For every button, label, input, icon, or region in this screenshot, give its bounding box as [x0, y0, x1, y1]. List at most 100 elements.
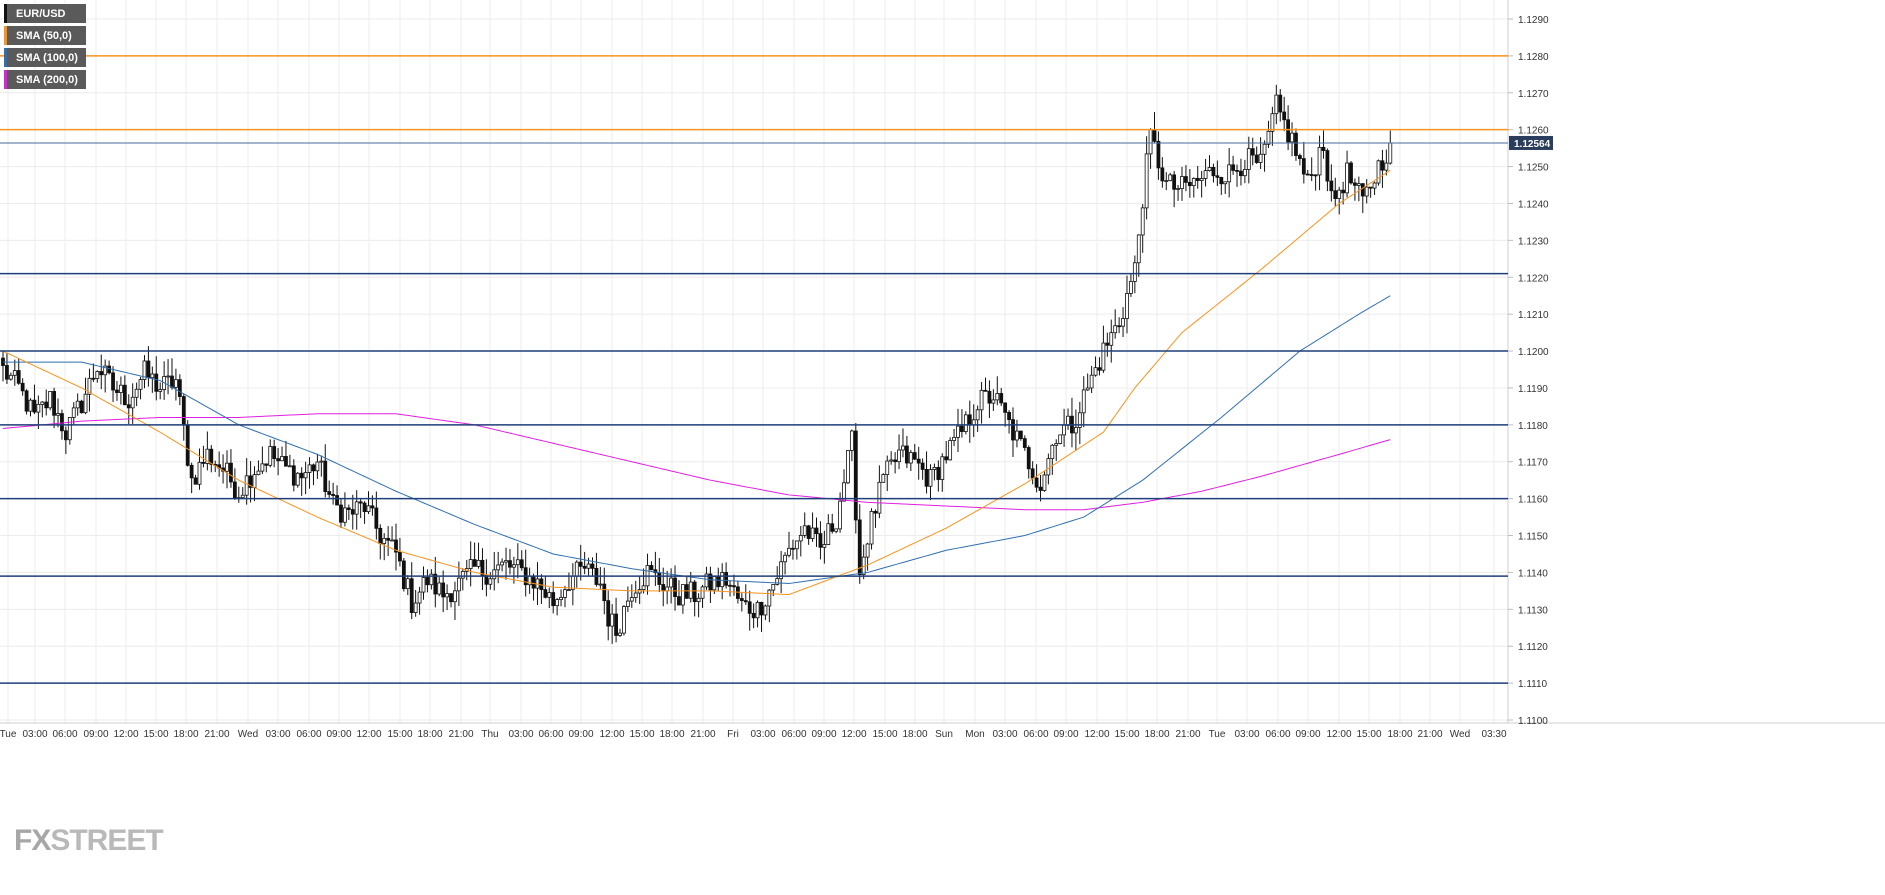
- candle: [1372, 181, 1377, 195]
- candle-body-down: [508, 560, 512, 568]
- candle-body-up: [488, 578, 493, 585]
- legend-sma-50[interactable]: SMA (50,0): [4, 26, 86, 45]
- x-tick-label: 03:00: [750, 729, 775, 740]
- candle-body-down: [814, 527, 819, 535]
- candle: [720, 563, 725, 600]
- candle: [1007, 410, 1011, 434]
- legend-sma-200[interactable]: SMA (200,0): [4, 70, 86, 89]
- legend-eurusd[interactable]: EUR/USD: [4, 4, 86, 23]
- candle: [504, 547, 508, 580]
- candle-body-down: [24, 390, 29, 412]
- candle: [704, 566, 709, 590]
- candle: [40, 401, 45, 418]
- y-tick-label: 1.1290: [1518, 15, 1549, 26]
- candle-body-down: [543, 589, 548, 598]
- candle: [1109, 319, 1114, 363]
- candle-body-up: [787, 547, 791, 556]
- candle-body-up: [504, 560, 508, 563]
- candle-body-up: [555, 599, 560, 607]
- y-tick-label: 1.1210: [1518, 310, 1549, 321]
- candle: [1274, 84, 1279, 125]
- candle-body-down: [944, 456, 949, 461]
- candle-body-up: [12, 370, 17, 376]
- candle-body-up: [476, 559, 481, 567]
- candle: [991, 389, 996, 411]
- candle-body-down: [323, 460, 328, 492]
- candle: [1321, 130, 1326, 159]
- candle-body-down: [232, 481, 237, 499]
- candle-body-down: [924, 469, 929, 487]
- candle-body-down: [107, 365, 112, 374]
- candle: [1246, 136, 1251, 184]
- candle: [1184, 165, 1188, 192]
- candle: [512, 556, 516, 584]
- candle: [834, 528, 839, 534]
- candle-body-up: [1180, 176, 1184, 189]
- candle: [5, 353, 9, 385]
- legend-label-sma-200: SMA (200,0): [16, 73, 78, 86]
- candle-body-down: [401, 560, 406, 590]
- candle: [846, 450, 850, 484]
- candle: [1298, 153, 1302, 166]
- candle: [1239, 158, 1243, 186]
- x-tick-label: 03:00: [265, 729, 290, 740]
- candle-body-down: [590, 563, 595, 569]
- candle-body-down: [716, 576, 721, 588]
- candle: [1266, 120, 1271, 148]
- candle-body-up: [1258, 153, 1263, 163]
- candle-body-up: [197, 461, 202, 485]
- candle-body-down: [830, 523, 835, 532]
- candle: [696, 593, 701, 618]
- candle-body-down: [111, 372, 115, 391]
- candle: [394, 523, 398, 571]
- candle: [849, 429, 854, 462]
- candle-body-down: [602, 583, 607, 602]
- candle: [653, 551, 658, 586]
- candle: [32, 384, 37, 415]
- candle-body-up: [456, 577, 461, 592]
- candle-body-down: [362, 502, 367, 513]
- candle: [1156, 131, 1161, 180]
- candle-body-up: [1203, 170, 1208, 179]
- candle: [743, 584, 748, 605]
- candle: [755, 600, 760, 628]
- candle-body-down: [1298, 155, 1302, 159]
- candle: [1313, 174, 1318, 191]
- candle-body-down: [751, 612, 756, 619]
- candle: [1003, 402, 1008, 427]
- candle: [806, 524, 811, 545]
- candle: [335, 485, 339, 506]
- candle: [386, 526, 391, 557]
- candle-body-up: [343, 507, 347, 523]
- candle: [779, 550, 784, 594]
- candle: [830, 513, 835, 534]
- candle: [1325, 148, 1330, 192]
- candle-body-up: [1176, 188, 1180, 190]
- candle: [1097, 357, 1102, 376]
- candle: [185, 420, 190, 467]
- candle-body-down: [177, 379, 182, 397]
- candle: [708, 566, 713, 604]
- candle-body-up: [901, 445, 905, 451]
- candle: [963, 411, 968, 435]
- candle: [1227, 147, 1232, 198]
- candle-body-up: [366, 505, 371, 513]
- candle-body-up: [1054, 443, 1059, 446]
- candle-body-up: [244, 475, 249, 496]
- candle: [382, 533, 387, 561]
- candle: [751, 603, 756, 629]
- logo-fx: FX: [14, 824, 51, 857]
- candle: [315, 453, 320, 479]
- legend-sma-100[interactable]: SMA (100,0): [4, 48, 86, 67]
- candle-body-down: [1353, 182, 1357, 186]
- candle-body-down: [79, 400, 84, 414]
- y-tick-label: 1.1230: [1518, 236, 1549, 247]
- candle-body-up: [869, 511, 874, 545]
- candle: [63, 426, 68, 455]
- candle: [1223, 181, 1228, 195]
- candle-body-up: [1164, 180, 1169, 183]
- candle-body-down: [16, 370, 21, 384]
- candle-body-up: [260, 463, 265, 472]
- candle-body-down: [146, 360, 151, 379]
